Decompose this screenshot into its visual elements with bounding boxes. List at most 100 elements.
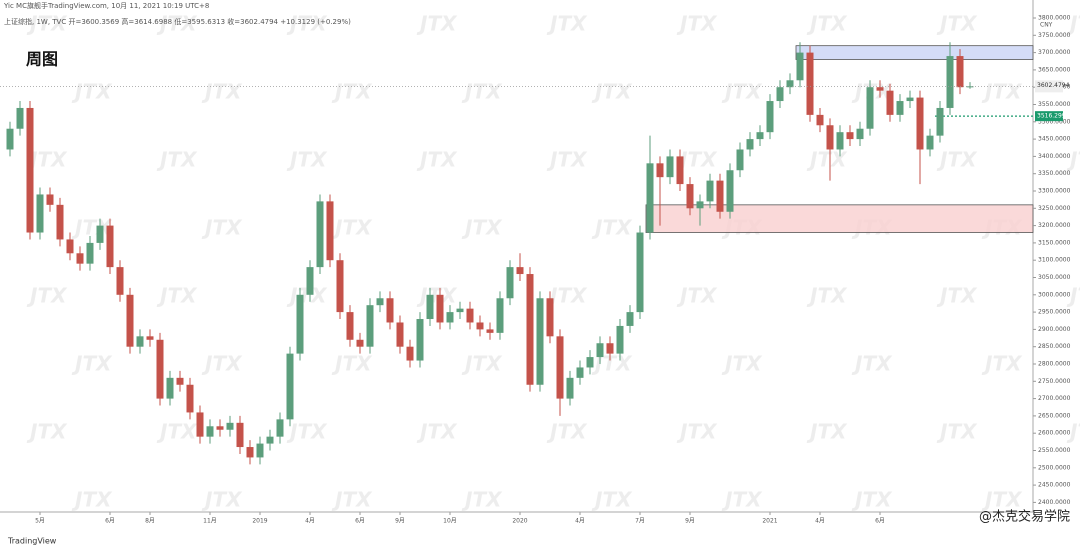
candle-body (56, 204, 64, 240)
candle-body (806, 52, 814, 115)
candle-body (336, 260, 344, 313)
watermark: JTX (71, 80, 113, 104)
y-tick-label: 3300.0000 (1038, 188, 1071, 195)
candle-body (676, 156, 684, 185)
candle-body (386, 298, 394, 323)
watermark: JTX (286, 420, 328, 444)
candle-body (786, 80, 794, 88)
x-tick-label: 10月 (443, 518, 457, 525)
watermark: JTX (591, 488, 633, 512)
candle-body (86, 242, 94, 264)
candle-body (356, 339, 364, 347)
watermark: JTX (591, 216, 633, 240)
candle-body (466, 308, 474, 323)
candle-body (126, 294, 134, 347)
y-tick-label: 3100.0000 (1038, 257, 1071, 264)
watermark: JTX (461, 352, 503, 376)
candle-body (236, 422, 244, 448)
candle-body (266, 436, 274, 444)
watermark: JTX (546, 12, 588, 36)
watermark: JTX (591, 80, 633, 104)
candle-body (826, 125, 834, 150)
watermark: JTX (721, 80, 763, 104)
x-tick-label: 4月 (815, 518, 825, 525)
y-tick-label: 2700.0000 (1038, 395, 1071, 402)
candle-body (276, 419, 284, 437)
x-tick-label: 11月 (203, 518, 217, 525)
x-tick-label: 2020 (512, 518, 527, 525)
watermark: JTX (461, 488, 503, 512)
watermark: JTX (201, 80, 243, 104)
watermark: JTX (981, 80, 1023, 104)
x-tick-label: 4月 (305, 518, 315, 525)
candle-body (836, 132, 844, 150)
watermark: JTX (416, 148, 458, 172)
watermark: JTX (416, 12, 458, 36)
candle-body (936, 107, 944, 136)
x-tick-label: 9月 (395, 518, 405, 525)
candle-body (96, 225, 104, 243)
candle-body (736, 149, 744, 171)
candle-body (366, 305, 374, 347)
candle-body (456, 308, 464, 313)
zone (645, 204, 1034, 233)
watermark: JTX (721, 352, 763, 376)
candle-body (426, 294, 434, 320)
x-tick-label: 4月 (575, 518, 585, 525)
last-price-box (1035, 80, 1063, 93)
y-tick-label: 2800.0000 (1038, 361, 1071, 368)
candle-body (686, 184, 694, 209)
candle-body (306, 267, 314, 295)
candle-body (766, 101, 774, 133)
candle-body (756, 132, 764, 140)
candle-body (666, 156, 674, 178)
y-tick-label: 2500.0000 (1038, 464, 1071, 471)
y-tick-label: 2650.0000 (1038, 412, 1071, 419)
watermark: JTX (26, 12, 68, 36)
header-info: Yic MC旗舰手TradingView.com, 10月 11, 2021 1… (3, 1, 209, 10)
candle-body (746, 139, 754, 150)
x-tick-label: 6月 (355, 518, 365, 525)
candle-body (956, 56, 964, 88)
candle-body (176, 377, 184, 385)
candle-body (76, 253, 84, 264)
watermark: JTX (156, 12, 198, 36)
candle-body (516, 267, 524, 275)
candle-body (376, 298, 384, 306)
watermark: JTX (156, 420, 198, 444)
watermark: JTX (936, 148, 978, 172)
watermark: JTX (416, 420, 458, 444)
candle-body (446, 312, 454, 323)
candle-body (206, 426, 214, 437)
candle-body (856, 128, 864, 140)
candle-body (506, 267, 514, 299)
watermark: JTX (461, 80, 503, 104)
header-symbol: 上证综指, 1W, TVC 开=3600.3569 高=3614.6988 低=… (4, 17, 351, 26)
candle-body (906, 97, 914, 102)
candle-body (656, 163, 664, 178)
x-tick-label: 6月 (875, 518, 885, 525)
watermark: JTX (981, 488, 1023, 512)
watermark: JTX (331, 80, 373, 104)
candle-body (396, 322, 404, 347)
watermark: JTX (201, 352, 243, 376)
watermark: JTX (721, 488, 763, 512)
candle-body (586, 357, 594, 368)
candle-body (156, 339, 164, 399)
x-tick-label: 9月 (685, 518, 695, 525)
watermarks: JTX JTX JTX JTX JTX JTX JTX JTX JTX JTX JTX JTX JTX J… (26, 12, 1080, 512)
watermark: JTX (806, 148, 848, 172)
candle-body (116, 267, 124, 295)
candle-body (296, 294, 304, 354)
x-tick-label: 5月 (35, 518, 45, 525)
candle-body (246, 447, 254, 458)
watermark: JTX (806, 284, 848, 308)
watermark: JTX (981, 352, 1023, 376)
watermark: JTX (936, 12, 978, 36)
candle-body (26, 107, 34, 233)
y-tick-label: 3750.0000 (1038, 32, 1071, 39)
candle-body (406, 346, 414, 361)
watermark: JTX (286, 148, 328, 172)
y-tick-label: 3000.0000 (1038, 291, 1071, 298)
